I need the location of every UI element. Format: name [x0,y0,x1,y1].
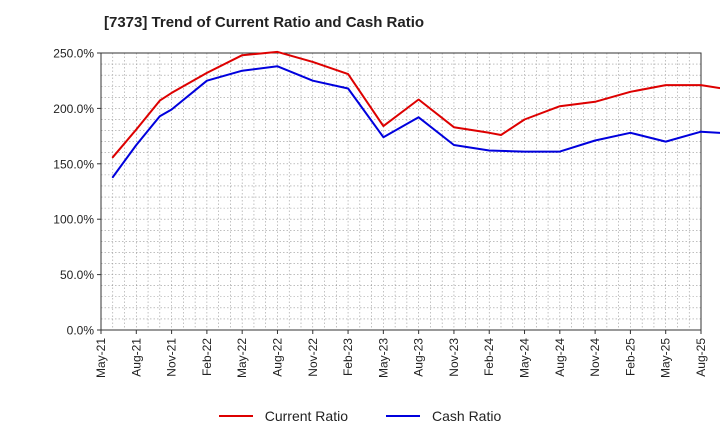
legend-swatch-cash-ratio [386,415,420,417]
x-tick-label: Nov-24 [588,338,602,377]
legend-swatch-current-ratio [218,415,253,417]
x-tick-label: Aug-22 [270,338,284,377]
x-tick-label: Nov-22 [306,338,320,377]
x-tick-label: Aug-25 [694,338,708,377]
x-tick-label: May-21 [94,338,108,378]
y-tick-label: 250.0% [53,47,94,61]
y-tick-label: 150.0% [53,157,94,171]
x-tick-label: Feb-22 [200,338,214,376]
x-tick-label: May-25 [659,338,673,378]
legend-item-current-ratio[interactable]: Current Ratio [218,408,348,424]
y-tick-label: 0.0% [67,324,95,338]
legend-label-cash-ratio: Cash Ratio [432,408,502,424]
legend: Current Ratio Cash Ratio [0,404,720,428]
x-tick-label: Feb-24 [482,338,496,376]
series-line-current-ratio [111,50,720,159]
x-tick-label: Aug-23 [412,338,426,377]
chart-title: [7373] Trend of Current Ratio and Cash R… [104,14,425,31]
x-tick-label: Aug-24 [553,338,567,377]
x-tick-label: Nov-23 [447,338,461,377]
x-tick-label: Aug-21 [129,338,143,377]
series [111,50,720,179]
x-tick-label: Feb-23 [341,338,355,376]
x-tick-label: May-23 [376,338,390,378]
series-line-cash-ratio [111,65,720,179]
x-tick-label: Nov-21 [165,338,179,377]
legend-label-current-ratio: Current Ratio [264,408,348,424]
legend-item-cash-ratio[interactable]: Cash Ratio [386,408,501,424]
x-tick-label: Feb-25 [623,338,637,376]
y-tick-label: 50.0% [60,268,94,282]
axes: 0.0% 50.0% 100.0% 150.0% 200.0% 250.0% May-21 A… [53,47,708,379]
plot-frame [100,52,702,331]
y-tick-label: 200.0% [53,102,94,116]
y-tick-label: 100.0% [53,213,94,227]
x-tick-label: May-24 [518,338,532,378]
x-tick-label: May-22 [235,338,249,378]
